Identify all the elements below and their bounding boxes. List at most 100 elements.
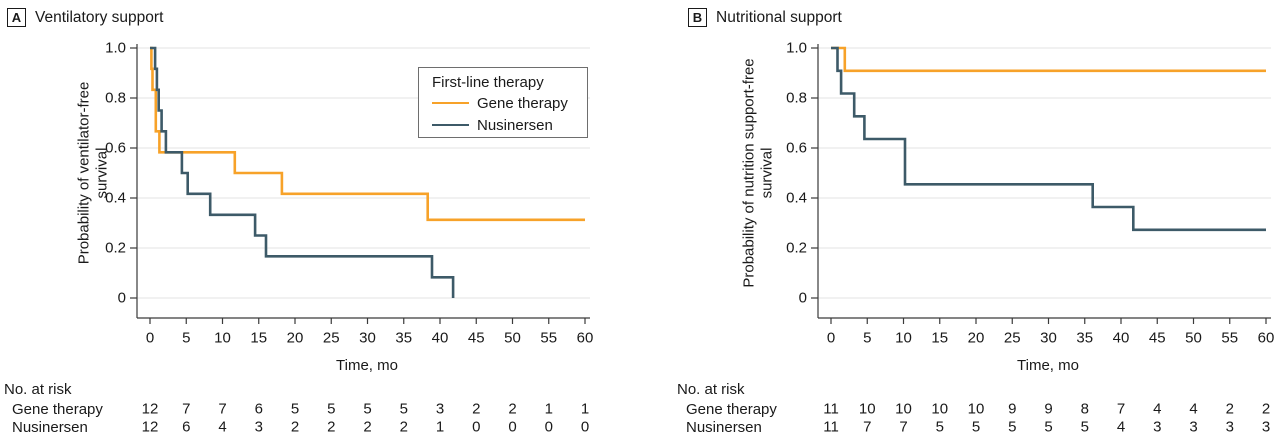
- gene-therapy-curve-a: [150, 46, 585, 222]
- panel-a-risk-count: 2: [327, 418, 336, 436]
- panel-a-risk-count: 2: [399, 418, 408, 436]
- panel-a-risk-count: 5: [290, 400, 300, 418]
- panel-a-risk-count: 5: [327, 400, 336, 418]
- panel-b-risk-count: 3: [1261, 418, 1271, 436]
- panel-a-x-tick-label: 15: [250, 329, 268, 347]
- panel-b-risk-count: 4: [1116, 418, 1126, 436]
- panel-b-x-tick-label: 0: [826, 329, 836, 347]
- panel-b-risk-count: 10: [858, 400, 876, 418]
- panel-a-risk-count: 2: [290, 418, 300, 436]
- panel-b-x-tick-label: 50: [1185, 329, 1202, 347]
- panel-b-risk-count: 7: [863, 418, 872, 436]
- panel-b-risk-count: 10: [931, 400, 949, 418]
- panel-a-risk-count: 6: [254, 400, 263, 418]
- panel-a-risk-count: 2: [363, 418, 372, 436]
- panel-a-risk-count: 2: [472, 400, 481, 418]
- panel-b-x-tick-label: 25: [1003, 329, 1021, 347]
- panel-b-risk-count: 4: [1189, 400, 1198, 418]
- panel-a-x-tick-label: 55: [540, 329, 558, 347]
- panel-b-x-tick-label: 35: [1076, 329, 1094, 347]
- panel-b-risk-count: 3: [1225, 418, 1234, 436]
- panel-b-risk-count: 7: [1116, 400, 1126, 418]
- panel-a-risk-count: 1: [544, 400, 553, 418]
- panel-a-y-tick-label: 1.0: [105, 39, 126, 57]
- panel-b-risk-count: 5: [1044, 418, 1053, 436]
- panel-a-risk-count: 3: [254, 418, 263, 436]
- panel-b-x-tick-label: 20: [967, 329, 985, 347]
- panel-b-risk-count: 5: [1080, 418, 1089, 436]
- panel-a-x-tick-label: 0: [145, 329, 155, 347]
- panel-a-risk-count: 0: [544, 418, 553, 436]
- panel-a-risk-count: 0: [508, 418, 517, 436]
- panel-a-x-axis-label: Time, mo: [336, 357, 398, 374]
- gene-therapy-line-swatch: [432, 101, 469, 105]
- panel-b-x-tick-label: 30: [1040, 329, 1057, 347]
- panel-a-risk-count: 12: [141, 418, 159, 436]
- panel-b-risk-count: 5: [935, 418, 944, 436]
- panel-b-risk-count: 5: [1008, 418, 1017, 436]
- panel-a-risk-count: 12: [141, 400, 159, 418]
- panel-b-y-axis-label-line2: survival: [758, 147, 775, 199]
- panel-b-y-tick-label: 1.0: [786, 39, 807, 57]
- panel-a-x-tick-label: 45: [467, 329, 485, 347]
- legend-title: First-line therapy: [432, 74, 544, 91]
- panel-a-risk-count: 6: [182, 418, 191, 436]
- panel-b-risk-count: 10: [895, 400, 912, 418]
- gene-therapy-curve-b: [831, 46, 1266, 73]
- panel-b-title: Nutritional support: [716, 8, 842, 26]
- panel-a-x-tick-label: 50: [504, 329, 521, 347]
- panel-a-risk-label-gene-therapy: Gene therapy: [12, 401, 103, 418]
- nusinersen-line-swatch: [432, 123, 469, 127]
- legend-label-gene-therapy: Gene therapy: [477, 94, 568, 112]
- panel-a-x-tick-label: 25: [322, 329, 340, 347]
- panel-b-risk-count: 2: [1261, 400, 1271, 418]
- panel-b-risk-count: 4: [1153, 400, 1162, 418]
- panel-a-risk-count: 2: [508, 400, 517, 418]
- panel-a-risk-heading: No. at risk: [4, 381, 72, 398]
- panel-b-x-tick-label: 45: [1148, 329, 1166, 347]
- panel-a-risk-count: 1: [435, 418, 445, 436]
- panel-b-risk-count: 11: [823, 400, 839, 418]
- panel-a-risk-count: 5: [363, 400, 372, 418]
- panel-a-x-tick-label: 30: [359, 329, 376, 347]
- panel-a-header: A Ventilatory support: [7, 8, 163, 27]
- panel-b-letter-badge: B: [688, 8, 707, 27]
- panel-a-risk-count: 0: [580, 418, 590, 436]
- panel-a-risk-label-nusinersen: Nusinersen: [12, 419, 88, 436]
- panel-a-y-tick-label: 0.4: [105, 189, 126, 207]
- panel-b-risk-label-gene-therapy: Gene therapy: [686, 401, 777, 418]
- panel-b-risk-count: 11: [823, 418, 839, 436]
- panel-b-header: B Nutritional support: [688, 8, 842, 27]
- panel-b-risk-label-nusinersen: Nusinersen: [686, 419, 762, 436]
- panel-b-risk-count: 7: [899, 418, 908, 436]
- panel-b-y-tick-label: 0.4: [786, 189, 807, 207]
- panel-b-y-axis-label-line1: Probability of nutrition support-free: [740, 58, 758, 288]
- panel-b-risk-count: 10: [967, 400, 985, 418]
- panel-a-risk-count: 5: [399, 400, 408, 418]
- legend: First-line therapy Gene therapy Nusiners…: [418, 67, 588, 138]
- panel-b-x-tick-label: 15: [931, 329, 949, 347]
- panel-a-risk-count: 0: [472, 418, 481, 436]
- panel-a-x-tick-label: 5: [182, 329, 191, 347]
- panel-b-risk-count: 3: [1153, 418, 1162, 436]
- panel-a-title: Ventilatory support: [35, 8, 164, 26]
- panel-a-letter-badge: A: [7, 8, 26, 27]
- panel-a-x-tick-label: 20: [286, 329, 304, 347]
- panel-b-x-tick-label: 60: [1257, 329, 1275, 347]
- legend-item-nusinersen: Nusinersen: [432, 114, 587, 136]
- panel-b-x-tick-label: 5: [863, 329, 872, 347]
- panel-b-y-tick-label: 0.2: [786, 239, 807, 257]
- panel-b-risk-count: 9: [1008, 400, 1017, 418]
- legend-label-nusinersen: Nusinersen: [477, 116, 553, 134]
- panel-a-y-axis-label-line2: survival: [93, 147, 110, 199]
- panel-b-y-tick-label: 0: [798, 289, 807, 307]
- panel-a-risk-count: 1: [580, 400, 590, 418]
- nusinersen-curve-a: [150, 46, 455, 298]
- panel-a-risk-count: 7: [182, 400, 191, 418]
- legend-item-gene-therapy: Gene therapy: [432, 92, 587, 114]
- panel-b-risk-count: 3: [1189, 418, 1198, 436]
- panel-b-risk-count: 5: [971, 418, 981, 436]
- panel-a-x-tick-label: 35: [395, 329, 413, 347]
